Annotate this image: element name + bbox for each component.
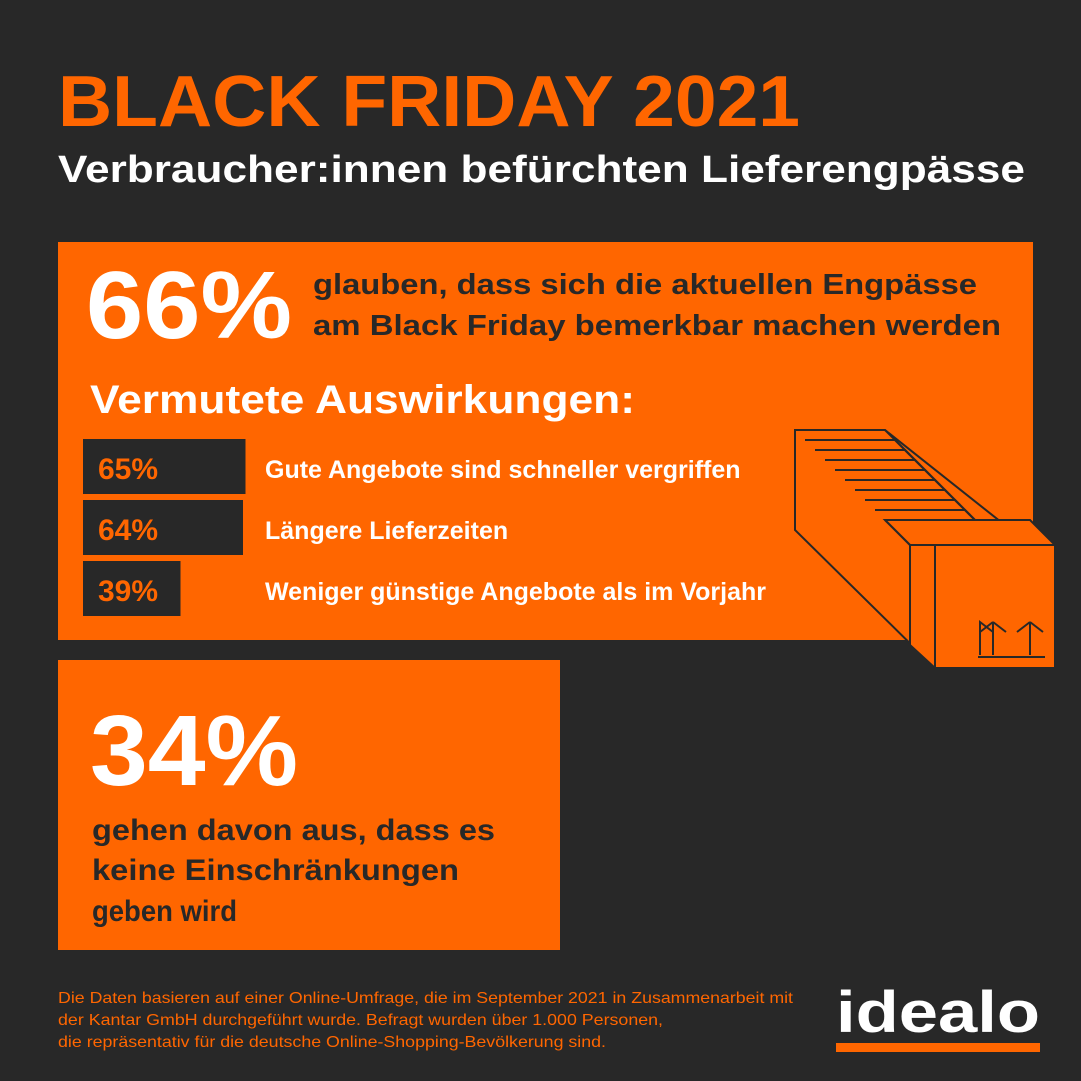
box-illustration-details <box>978 619 1045 658</box>
subtitle: Verbraucher:innen befürchten Lieferengpä… <box>58 149 1025 191</box>
logo-underline <box>836 1043 1040 1052</box>
main-value: 66% <box>86 252 292 359</box>
second-panel <box>58 660 560 950</box>
main-text: glauben, dass sich die aktuellen Engpäss… <box>313 269 977 301</box>
second-text: gehen davon aus, dass es <box>92 814 495 847</box>
impact-value: 64% <box>98 514 158 547</box>
title: BLACK FRIDAY 2021 <box>58 62 800 142</box>
impact-value: 65% <box>98 453 158 486</box>
impact-bar <box>83 500 243 555</box>
impact-label: Längere Lieferzeiten <box>265 517 508 545</box>
arrow <box>1016 621 1044 655</box>
main-text: am Black Friday bemerkbar machen werden <box>313 310 1001 342</box>
footnote: die repräsentativ für die deutsche Onlin… <box>58 1034 606 1051</box>
arrow <box>979 619 994 655</box>
second-value: 34% <box>90 695 298 807</box>
impact-label: Gute Angebote sind schneller vergriffen <box>265 456 741 484</box>
impact-value: 39% <box>98 575 158 608</box>
footnote: der Kantar GmbH durchgeführt wurde. Befr… <box>58 1012 663 1029</box>
impact-label: Weniger günstige Angebote als im Vorjahr <box>265 578 766 606</box>
footnote: Die Daten basieren auf einer Online-Umfr… <box>58 990 794 1007</box>
impact-bar <box>83 561 181 616</box>
logo: idealo <box>836 980 1040 1045</box>
arrow <box>979 621 1007 655</box>
box-illustration <box>794 429 1056 669</box>
impact-bar <box>83 439 246 494</box>
impacts-heading: Vermutete Auswirkungen: <box>90 378 635 422</box>
second-text: keine Einschränkungen <box>92 854 459 887</box>
box-edge <box>884 519 1055 546</box>
second-text: geben wird <box>92 895 237 928</box>
